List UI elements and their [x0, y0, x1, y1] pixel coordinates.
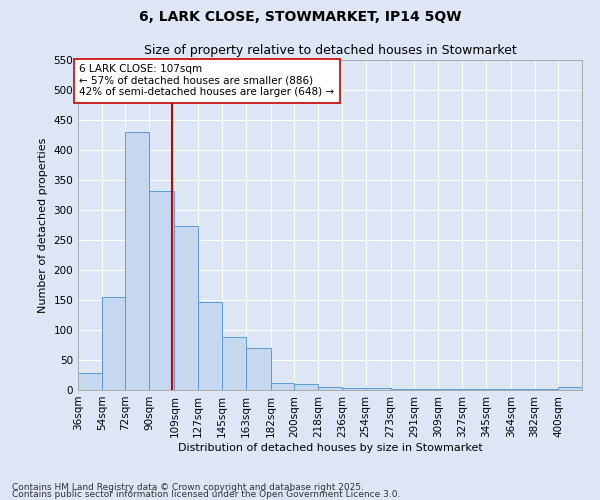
Text: 6, LARK CLOSE, STOWMARKET, IP14 5QW: 6, LARK CLOSE, STOWMARKET, IP14 5QW	[139, 10, 461, 24]
Bar	[342, 388, 365, 390]
Bar	[222, 336, 245, 390]
Bar	[558, 387, 582, 390]
Bar	[198, 302, 222, 390]
Text: Contains HM Land Registry data © Crown copyright and database right 2025.: Contains HM Land Registry data © Crown c…	[12, 484, 364, 492]
Bar	[391, 389, 415, 390]
Y-axis label: Number of detached properties: Number of detached properties	[38, 138, 48, 312]
Bar	[245, 348, 271, 390]
X-axis label: Distribution of detached houses by size in Stowmarket: Distribution of detached houses by size …	[178, 442, 482, 452]
Text: 6 LARK CLOSE: 107sqm
← 57% of detached houses are smaller (886)
42% of semi-deta: 6 LARK CLOSE: 107sqm ← 57% of detached h…	[79, 64, 334, 98]
Bar	[318, 387, 342, 390]
Bar	[78, 373, 102, 390]
Bar	[365, 388, 391, 390]
Text: Contains public sector information licensed under the Open Government Licence 3.: Contains public sector information licen…	[12, 490, 400, 499]
Bar	[271, 383, 295, 390]
Bar	[102, 297, 125, 390]
Bar	[175, 226, 198, 390]
Bar	[125, 132, 149, 390]
Title: Size of property relative to detached houses in Stowmarket: Size of property relative to detached ho…	[143, 44, 517, 58]
Bar	[295, 384, 318, 390]
Bar	[149, 191, 175, 390]
